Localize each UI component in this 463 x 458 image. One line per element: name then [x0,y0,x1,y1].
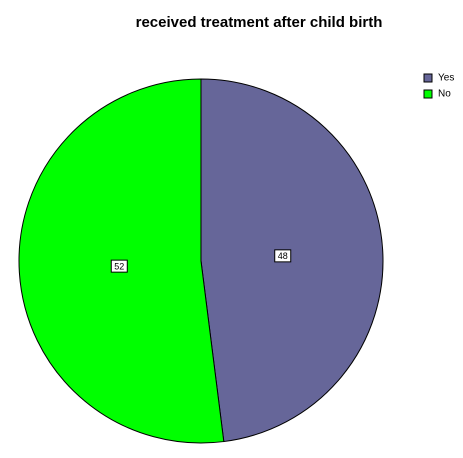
value-label-box [274,249,292,263]
chart-title: received treatment after child birth [136,14,383,31]
value-label: 48 [278,251,288,261]
legend-swatch [423,73,433,83]
legend-label: Yes [438,73,454,84]
value-label-box [110,259,128,273]
value-label: 52 [114,262,124,272]
legend-swatch [423,89,433,99]
pie-slice [200,78,384,443]
legend-label: No [438,89,451,100]
